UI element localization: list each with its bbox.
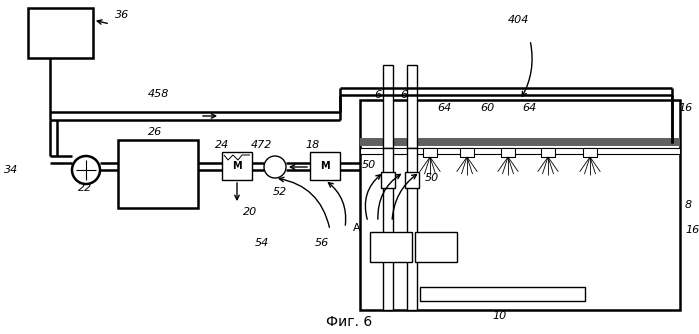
Text: 26: 26 — [148, 127, 162, 137]
Bar — [118, 140, 198, 208]
Bar — [360, 148, 680, 154]
Bar — [415, 232, 457, 262]
Bar — [583, 148, 597, 157]
Bar — [420, 287, 585, 301]
Bar — [460, 148, 474, 157]
Text: 6: 6 — [400, 90, 407, 100]
Text: 54: 54 — [255, 238, 269, 248]
Bar — [407, 148, 417, 310]
Text: Фиг. 6: Фиг. 6 — [326, 315, 372, 329]
Bar — [28, 8, 93, 58]
Bar — [383, 65, 393, 148]
Text: 404: 404 — [508, 15, 529, 25]
Bar — [383, 148, 393, 310]
Bar — [407, 65, 417, 148]
Bar — [381, 172, 395, 188]
Bar — [405, 172, 419, 188]
Text: 60: 60 — [480, 103, 494, 113]
Text: 16a: 16a — [685, 225, 699, 235]
Bar — [370, 232, 412, 262]
Text: 18: 18 — [305, 140, 319, 150]
Bar — [541, 148, 555, 157]
Text: 64: 64 — [522, 103, 536, 113]
Bar — [501, 148, 515, 157]
Text: 34: 34 — [4, 165, 18, 175]
Text: 22: 22 — [78, 183, 92, 193]
Text: 6: 6 — [374, 90, 381, 100]
Text: 64: 64 — [437, 103, 452, 113]
Text: 8: 8 — [685, 200, 692, 210]
Text: 10: 10 — [492, 311, 506, 321]
Bar — [310, 152, 340, 180]
Bar — [222, 152, 252, 180]
Bar — [423, 148, 437, 157]
Text: M: M — [320, 161, 330, 171]
Bar — [360, 100, 680, 310]
Text: 472: 472 — [251, 140, 273, 150]
Text: 16: 16 — [678, 103, 692, 113]
Text: 20: 20 — [243, 207, 257, 217]
Text: 36: 36 — [115, 10, 129, 20]
Text: 458: 458 — [148, 89, 169, 99]
Text: 24: 24 — [215, 140, 229, 150]
Text: 52: 52 — [273, 187, 287, 197]
Text: M: M — [232, 161, 242, 171]
Text: 56: 56 — [315, 238, 329, 248]
Bar — [360, 138, 680, 146]
Text: 50: 50 — [425, 173, 439, 183]
Text: 50: 50 — [362, 160, 376, 170]
Text: A: A — [353, 223, 361, 233]
